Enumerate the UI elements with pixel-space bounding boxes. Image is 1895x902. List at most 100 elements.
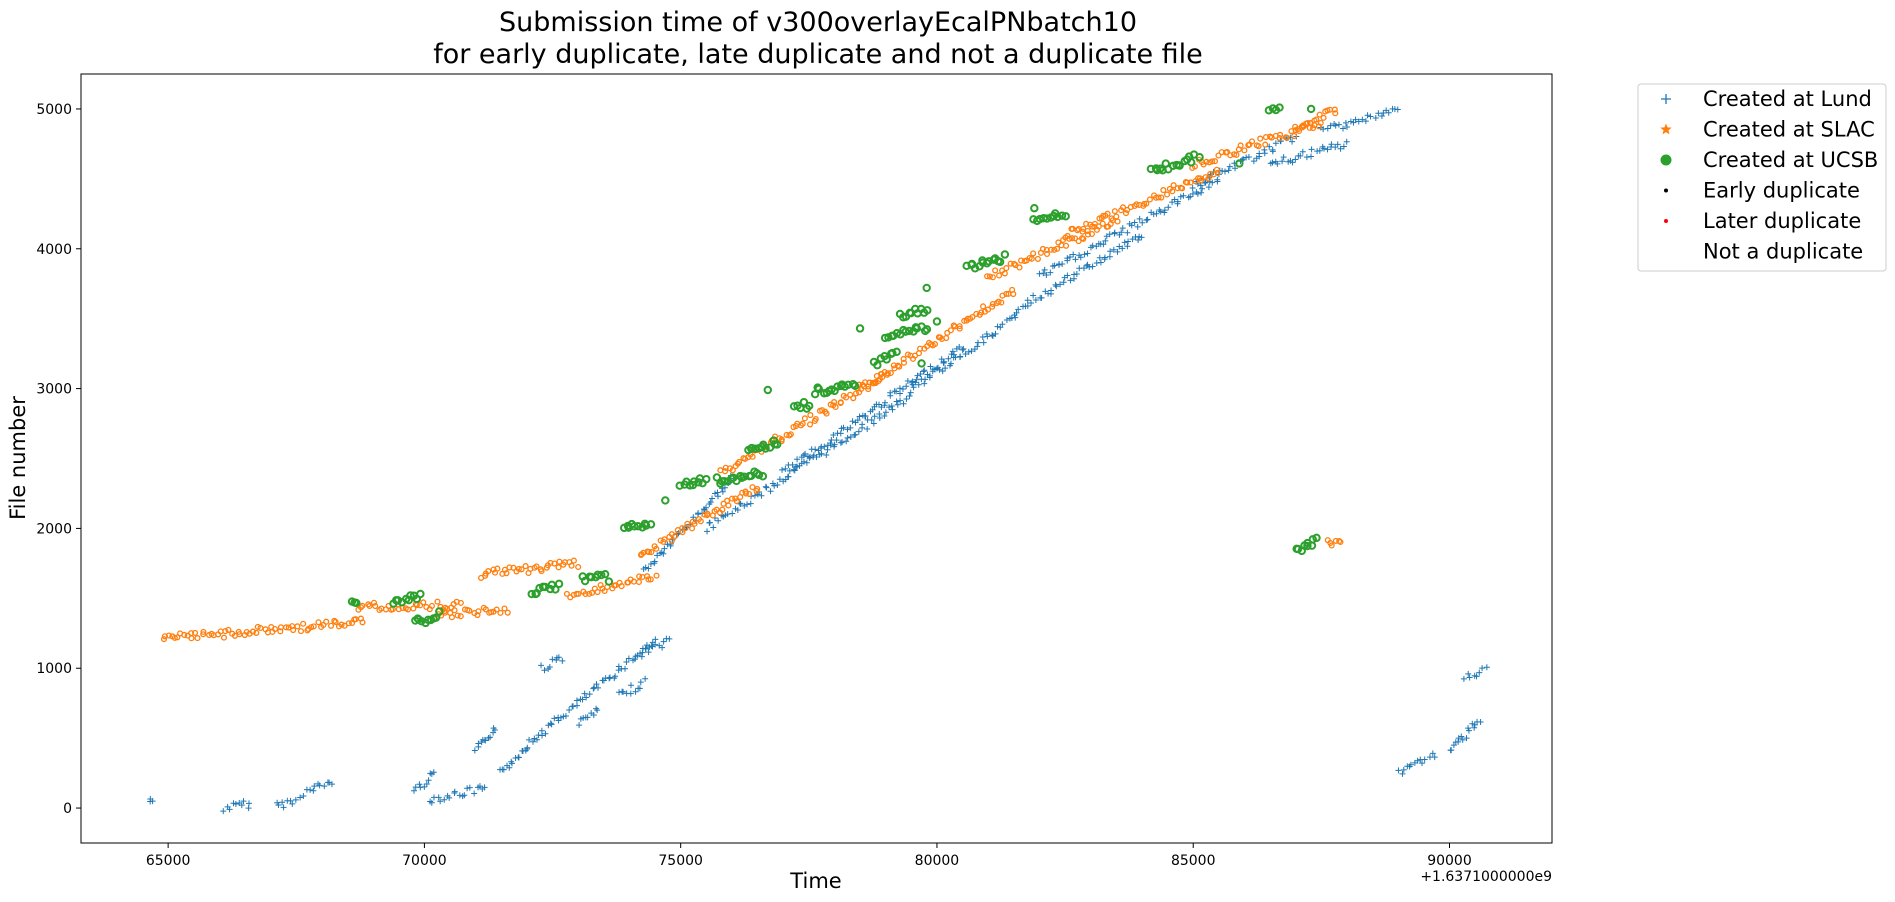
slac-marker bbox=[853, 390, 860, 397]
lund-marker bbox=[959, 346, 966, 353]
lund-marker bbox=[785, 473, 792, 480]
lund-marker bbox=[637, 650, 644, 657]
lund-marker bbox=[1165, 204, 1172, 211]
lund-marker bbox=[1077, 254, 1084, 261]
lund-marker bbox=[984, 333, 991, 340]
lund-marker bbox=[645, 649, 652, 656]
slac-marker bbox=[1155, 194, 1162, 201]
slac-marker bbox=[457, 613, 464, 620]
lund-marker bbox=[881, 399, 888, 406]
lund-marker bbox=[425, 777, 432, 784]
slac-marker bbox=[310, 623, 317, 630]
slac-marker bbox=[1001, 270, 1008, 277]
lund-marker bbox=[1240, 155, 1247, 162]
ucsb-marker bbox=[633, 522, 643, 531]
slac-marker bbox=[503, 570, 510, 577]
ucsb-marker bbox=[646, 520, 656, 529]
slac-marker bbox=[161, 633, 168, 640]
lund-marker bbox=[947, 360, 954, 367]
lund-marker bbox=[703, 504, 710, 511]
slac-marker bbox=[1043, 250, 1051, 258]
lund-marker bbox=[734, 507, 741, 514]
ucsb-marker bbox=[600, 569, 610, 579]
lund-marker bbox=[548, 721, 555, 728]
slac-marker bbox=[1313, 116, 1320, 123]
lund-marker bbox=[1003, 316, 1010, 323]
slac-marker bbox=[357, 604, 365, 611]
lund-marker bbox=[893, 388, 900, 395]
ucsb-marker bbox=[1042, 214, 1052, 223]
lund-marker bbox=[1024, 302, 1031, 309]
y-tick-label: 3000 bbox=[36, 382, 72, 398]
lund-marker bbox=[844, 434, 851, 441]
lund-marker bbox=[1028, 299, 1035, 306]
lund-marker bbox=[1459, 736, 1466, 743]
slac-marker bbox=[733, 498, 740, 505]
slac-marker bbox=[819, 407, 826, 414]
lund-marker bbox=[1465, 670, 1472, 677]
slac-marker bbox=[1122, 210, 1130, 217]
series-1 bbox=[160, 106, 1344, 643]
ucsb-marker bbox=[593, 570, 602, 580]
lund-marker bbox=[647, 560, 654, 567]
lund-marker bbox=[310, 787, 317, 794]
lund-marker bbox=[580, 714, 587, 721]
lund-marker bbox=[1400, 766, 1407, 773]
lund-marker bbox=[1057, 281, 1064, 288]
lund-marker bbox=[1180, 192, 1187, 199]
slac-marker bbox=[494, 565, 501, 572]
slac-marker bbox=[843, 394, 850, 401]
ucsb-marker bbox=[641, 521, 651, 530]
lund-marker bbox=[1100, 241, 1107, 248]
lund-marker bbox=[800, 452, 807, 459]
lund-marker bbox=[897, 390, 904, 397]
slac-marker bbox=[1160, 187, 1167, 194]
lund-marker bbox=[1093, 243, 1100, 250]
ucsb-marker bbox=[1030, 204, 1039, 213]
lund-marker bbox=[584, 714, 591, 721]
lund-marker bbox=[1277, 138, 1284, 145]
lund-marker bbox=[794, 456, 801, 463]
lund-marker bbox=[1272, 140, 1279, 147]
lund-marker bbox=[1367, 113, 1374, 120]
slac-marker bbox=[719, 506, 726, 513]
lund-marker bbox=[921, 380, 928, 387]
slac-marker bbox=[995, 298, 1002, 305]
lund-marker bbox=[1177, 193, 1184, 200]
lund-marker bbox=[632, 688, 639, 695]
ucsb-marker bbox=[873, 361, 882, 370]
slac-marker bbox=[515, 565, 522, 572]
lund-marker bbox=[1483, 664, 1490, 671]
lund-marker bbox=[1448, 747, 1455, 754]
lund-marker bbox=[1324, 146, 1331, 153]
lund-marker bbox=[856, 413, 863, 420]
ucsb-marker bbox=[932, 317, 942, 326]
series-0 bbox=[147, 105, 1490, 815]
slac-marker bbox=[1051, 246, 1058, 253]
lund-marker bbox=[762, 483, 769, 490]
lund-marker bbox=[1232, 165, 1239, 172]
slac-marker bbox=[724, 497, 731, 504]
lund-marker bbox=[642, 564, 649, 571]
ucsb-marker bbox=[901, 327, 910, 336]
lund-marker bbox=[659, 644, 666, 651]
slac-marker bbox=[501, 605, 508, 612]
lund-marker bbox=[238, 802, 245, 809]
slac-marker bbox=[1215, 152, 1222, 159]
lund-marker bbox=[1340, 143, 1347, 150]
lund-marker bbox=[1359, 116, 1366, 123]
lund-marker bbox=[1064, 272, 1071, 279]
lund-marker bbox=[878, 404, 885, 411]
lund-marker bbox=[637, 679, 644, 686]
slac-marker bbox=[474, 612, 481, 619]
slac-marker bbox=[359, 602, 366, 609]
lund-marker bbox=[862, 413, 869, 420]
lund-marker bbox=[763, 484, 770, 491]
lund-marker bbox=[1073, 271, 1080, 278]
slac-marker bbox=[645, 576, 652, 583]
slac-marker bbox=[746, 490, 753, 498]
lund-marker bbox=[1128, 222, 1135, 229]
lund-marker bbox=[627, 690, 634, 697]
lund-marker bbox=[751, 492, 758, 499]
slac-marker bbox=[315, 619, 322, 626]
